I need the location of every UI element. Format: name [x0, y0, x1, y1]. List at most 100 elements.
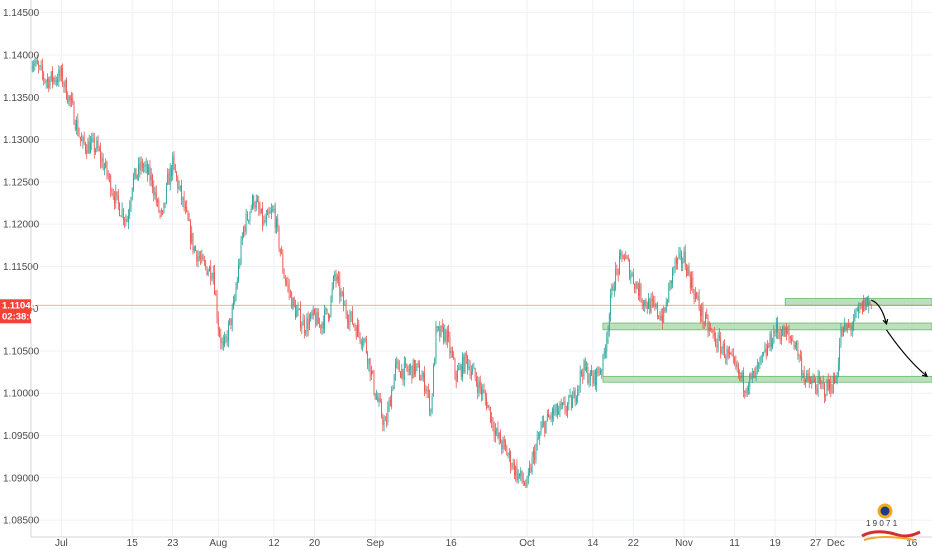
candle-body-659	[864, 298, 866, 311]
candle-body-99	[155, 191, 157, 202]
candle-body-230	[321, 322, 323, 329]
candle-body-117	[178, 186, 180, 189]
candle-body-456	[607, 330, 609, 338]
candle-body-397	[532, 451, 534, 457]
current-price-tag: 1.11040 02:38:09	[0, 299, 40, 324]
candle-body-36	[76, 120, 77, 130]
candle-body-239	[333, 276, 334, 288]
zone-1[interactable]	[602, 322, 932, 331]
candle-body-27	[64, 80, 66, 87]
candle-body-252	[349, 316, 351, 325]
candle-body-440	[587, 367, 589, 383]
candle-body-575	[758, 362, 760, 368]
candle-body-216	[303, 319, 305, 333]
candle-body-648	[850, 325, 852, 330]
candle-body-660	[865, 297, 867, 311]
candle-body-433	[578, 385, 580, 389]
candle-body-418	[559, 403, 561, 412]
candle-body-144	[212, 272, 214, 279]
candle-body-434	[579, 370, 581, 386]
candle-body-634	[832, 376, 834, 393]
candle-body-545	[720, 338, 722, 354]
candle-body-247	[343, 292, 344, 306]
candle-body-606	[797, 342, 799, 357]
candle-body-181	[259, 209, 261, 214]
candle-body-162	[235, 287, 237, 298]
candle-body-67	[115, 191, 117, 204]
candle-body-563	[743, 372, 744, 391]
candle-body-551	[727, 349, 729, 354]
candle-body-191	[272, 209, 274, 211]
price-axis[interactable]: 1.14500 1.14000 1.13500 1.13000 1.12500 1.120…	[3, 0, 40, 537]
projection-arrows[interactable]	[871, 299, 928, 378]
candle-body-407	[545, 420, 547, 433]
candle-body-337	[457, 370, 458, 382]
candle-body-108	[167, 173, 169, 184]
candle-body-26	[63, 84, 65, 87]
candle-body-23	[59, 70, 61, 77]
candle-body-228	[319, 323, 320, 325]
candle-body-306	[417, 363, 419, 366]
grid	[31, 0, 932, 537]
candle-body-96	[152, 175, 153, 188]
candle-body-201	[284, 278, 286, 282]
candle-body-59	[105, 161, 107, 168]
time-tick-label: 12	[268, 538, 280, 549]
candle-body-564	[744, 390, 746, 393]
candle-body-112	[172, 156, 174, 177]
candle-body-580	[764, 348, 766, 352]
candle-body-176	[253, 196, 255, 206]
candle-body-204	[288, 285, 290, 293]
logo-globe-inner-icon	[880, 506, 890, 516]
candle-body-333	[451, 350, 453, 357]
candle-body-266	[367, 352, 369, 365]
support-resistance-zones[interactable]	[602, 298, 932, 383]
time-tick-label: 22	[628, 538, 640, 549]
candle-body-410	[549, 416, 551, 418]
candle-body-32	[71, 98, 72, 101]
candle-body-423	[565, 410, 567, 412]
candle-body-50	[93, 138, 95, 152]
candle-body-362	[488, 405, 490, 408]
candle-body-549	[725, 357, 727, 359]
time-axis[interactable]: Jul 15 23 Aug 12 20 Sep 16 Oct 14 22 Nov 11 19 27 Dec 16	[31, 536, 932, 549]
candle-body-253	[350, 311, 352, 317]
candle-body-1	[31, 66, 33, 69]
candle-body-615	[808, 375, 810, 382]
candle-body-504	[668, 286, 670, 303]
candle-body-355	[479, 380, 481, 388]
candle-body-120	[182, 197, 184, 200]
candle-body-608	[799, 355, 801, 358]
candle-body-415	[555, 404, 557, 411]
candle-body-472	[627, 257, 629, 261]
candle-body-56	[101, 158, 103, 162]
candle-body-29	[67, 98, 69, 103]
candle-body-320	[435, 326, 437, 360]
candle-body-223	[312, 309, 314, 316]
projection-arrow-1[interactable]	[885, 329, 928, 377]
candle-body-207	[292, 298, 294, 309]
candle-body-290	[397, 361, 399, 363]
candle-body-644	[845, 323, 847, 331]
candle-body-225	[315, 314, 317, 326]
candle-body-429	[573, 390, 575, 399]
candle-body-604	[794, 344, 796, 348]
candle-body-109	[168, 173, 170, 185]
current-price-value: 1.11040	[2, 300, 36, 311]
candle-body-118	[179, 185, 181, 187]
candle-body-222	[311, 313, 313, 316]
zone-2[interactable]	[602, 375, 932, 383]
candle-body-464	[617, 269, 619, 275]
candle-body-565	[745, 392, 747, 393]
candle-body-437	[583, 360, 585, 377]
candle-body-179	[257, 200, 258, 202]
candle-body-163	[236, 280, 238, 288]
projection-arrow-0[interactable]	[871, 299, 888, 325]
candle-body-276	[379, 398, 381, 402]
candle-body-30	[68, 95, 70, 103]
candle-body-269	[371, 370, 372, 376]
candle-body-42	[83, 136, 85, 144]
candle-body-536	[708, 327, 710, 332]
candle-body-41	[82, 136, 84, 142]
